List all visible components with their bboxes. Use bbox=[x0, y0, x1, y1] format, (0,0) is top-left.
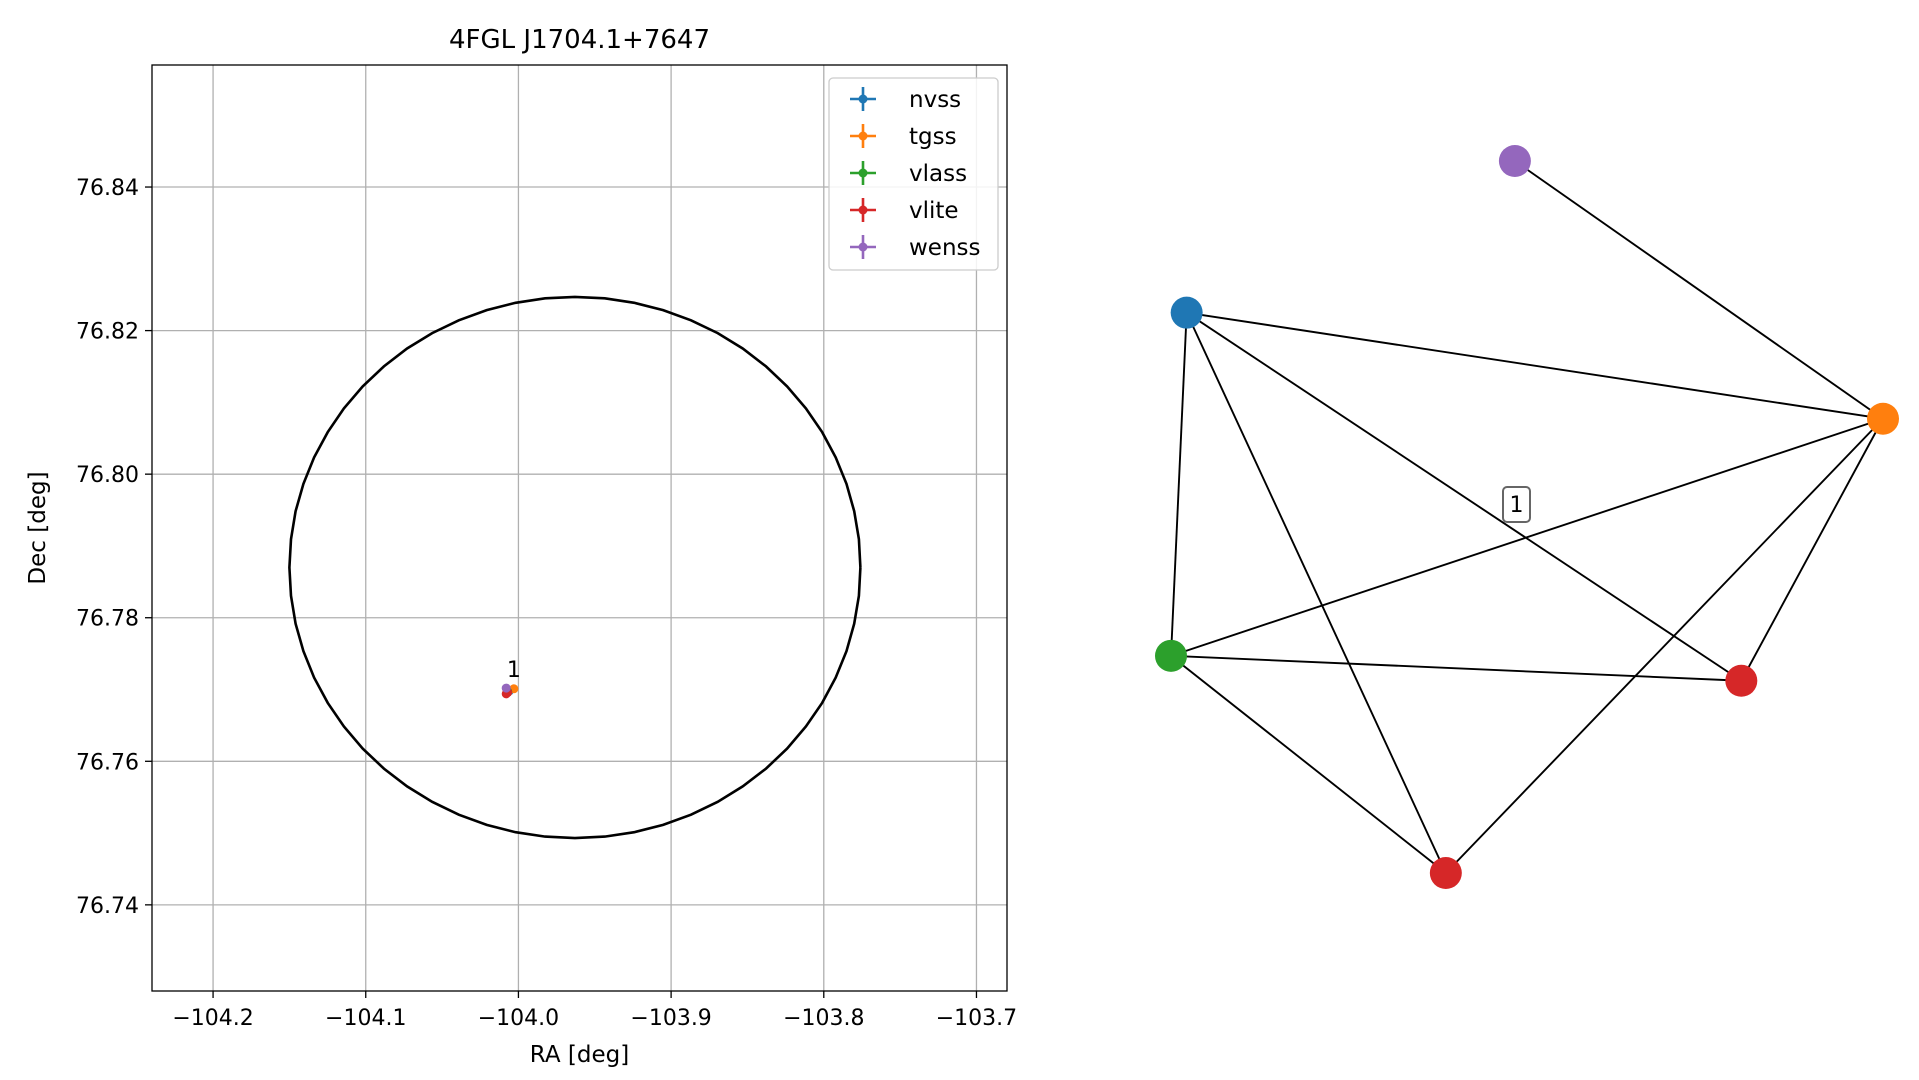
y-tick-label: 76.78 bbox=[76, 607, 139, 632]
node-wenss bbox=[1498, 145, 1531, 177]
point-wenss bbox=[501, 683, 511, 693]
legend-marker-dot bbox=[858, 94, 868, 104]
legend-marker-dot bbox=[858, 205, 868, 215]
error-ellipse bbox=[288, 295, 862, 840]
edge-tgss-vlite_b bbox=[1445, 418, 1884, 874]
legend-marker-dot bbox=[858, 242, 868, 252]
graph-label-box: 1 bbox=[1502, 486, 1531, 523]
x-tick-label: −104.2 bbox=[172, 1006, 253, 1031]
annotations: 1 bbox=[507, 658, 521, 683]
y-axis-label: Dec [deg] bbox=[25, 471, 51, 584]
graph-label-frame bbox=[1502, 486, 1531, 523]
y-tick-label: 76.82 bbox=[76, 320, 139, 345]
node-vlass bbox=[1155, 639, 1187, 672]
y-axis-ticks: 76.74 76.76 76.78 76.80 76.82 76.84 bbox=[76, 176, 152, 919]
x-axis-label: RA [deg] bbox=[530, 1042, 629, 1068]
x-tick-label: −103.8 bbox=[783, 1006, 864, 1031]
legend-marker-dot bbox=[858, 168, 868, 178]
legend-label: vlite bbox=[909, 198, 959, 224]
network-graph: 1 bbox=[1155, 145, 1899, 889]
x-tick-label: −104.0 bbox=[478, 1006, 559, 1031]
node-vlite_a bbox=[1725, 664, 1758, 697]
legend-label: wenss bbox=[909, 235, 981, 261]
y-tick-label: 76.80 bbox=[76, 463, 139, 488]
x-tick-label: −103.7 bbox=[936, 1006, 1017, 1031]
x-tick-label: −104.1 bbox=[325, 1006, 406, 1031]
legend-label: nvss bbox=[909, 87, 961, 113]
ellipse-outline bbox=[288, 295, 862, 840]
graph-edges bbox=[1170, 160, 1884, 874]
edge-vlass-vlite_a bbox=[1170, 654, 1742, 682]
edge-nvss-vlite_b bbox=[1185, 312, 1447, 874]
legend-label: tgss bbox=[909, 124, 957, 150]
edge-nvss-vlass bbox=[1170, 312, 1188, 656]
legend-marker-dot bbox=[858, 131, 868, 141]
plot-area-frame bbox=[151, 64, 1008, 992]
edge-vlass-vlite_b bbox=[1170, 655, 1447, 874]
chart-title: 4FGL J1704.1+7647 bbox=[449, 25, 710, 55]
point-annotation: 1 bbox=[507, 658, 521, 683]
data-points bbox=[501, 683, 519, 699]
graph-label: 1 bbox=[1510, 493, 1524, 518]
node-vlite_b bbox=[1429, 857, 1462, 889]
x-tick-label: −103.9 bbox=[630, 1006, 711, 1031]
edge-nvss-vlite_a bbox=[1186, 311, 1742, 682]
legend-label: vlass bbox=[909, 161, 967, 187]
node-nvss bbox=[1170, 296, 1203, 329]
y-tick-label: 76.76 bbox=[76, 750, 139, 775]
legend-box bbox=[828, 77, 999, 271]
scatter-chart: 1 −104.2 −104.1 −104.0 −103.9 −103.8 −103.7 7… bbox=[25, 25, 1017, 1068]
x-axis-ticks: −104.2 −104.1 −104.0 −103.9 −103.8 −103.7 bbox=[172, 991, 1017, 1031]
edge-wenss-tgss bbox=[1514, 160, 1884, 420]
edge-tgss-vlite_a bbox=[1740, 418, 1884, 682]
edge-tgss-vlass bbox=[1170, 417, 1884, 657]
graph-nodes bbox=[1155, 145, 1899, 889]
edge-nvss-tgss bbox=[1186, 311, 1884, 420]
y-tick-label: 76.84 bbox=[76, 176, 139, 201]
node-tgss bbox=[1867, 402, 1899, 435]
y-tick-label: 76.74 bbox=[76, 894, 139, 919]
legend: nvss tgss vlass vlite wenss bbox=[828, 77, 999, 271]
